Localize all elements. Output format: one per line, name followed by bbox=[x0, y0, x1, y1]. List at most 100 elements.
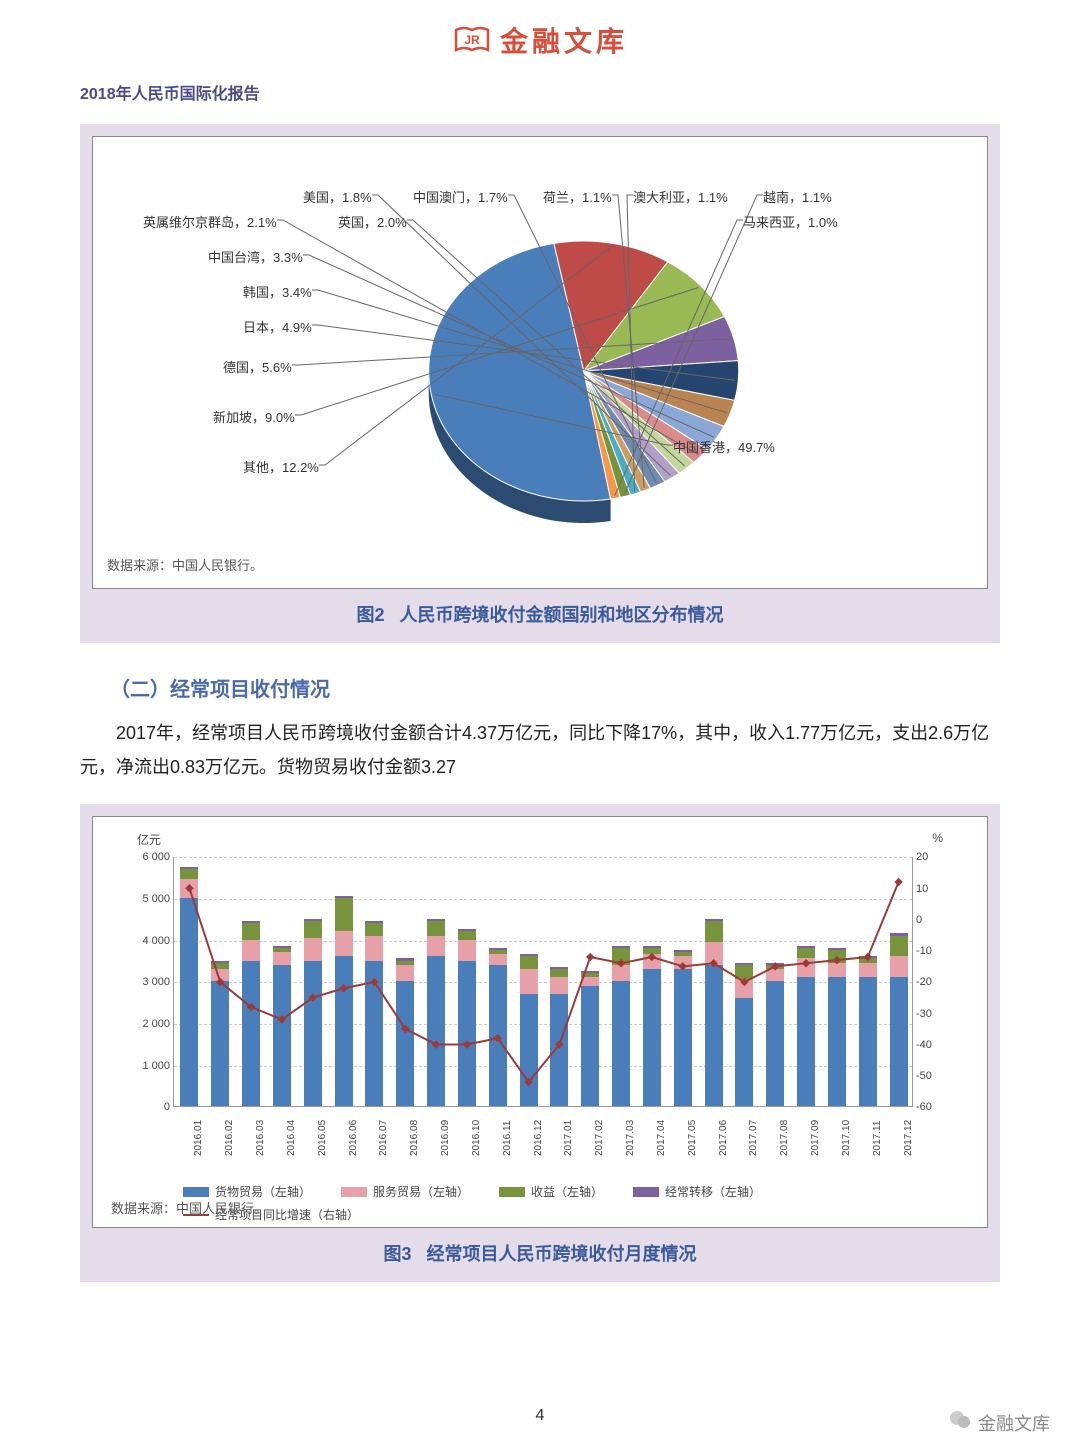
y-left-tick: 3 000 bbox=[134, 976, 174, 988]
page-number: 4 bbox=[0, 1407, 1080, 1425]
pie-slice-label: 德国，5.6% bbox=[223, 357, 292, 376]
bar-segment bbox=[674, 952, 692, 956]
bar-segment bbox=[643, 946, 661, 948]
figure-3-caption: 图3 经常项目人民币跨境收付月度情况 bbox=[92, 1228, 988, 1270]
y-left-tick: 5 000 bbox=[134, 893, 174, 905]
figure-2-caption-text: 人民币跨境收付金额国别和地区分布情况 bbox=[400, 605, 724, 625]
pie-slice-label: 中国台湾，3.3% bbox=[208, 247, 303, 266]
bar-segment bbox=[458, 931, 476, 939]
bar-segment bbox=[304, 938, 322, 961]
bar-segment bbox=[612, 948, 630, 965]
bar-segment bbox=[304, 921, 322, 938]
bar-segment bbox=[766, 981, 784, 1106]
y-right-tick: 20 bbox=[912, 851, 942, 863]
bar-segment bbox=[890, 977, 908, 1106]
y-right-tick: 10 bbox=[912, 883, 942, 895]
bar-segment bbox=[458, 961, 476, 1107]
bar-segment bbox=[211, 981, 229, 1106]
bar-segment bbox=[550, 977, 568, 994]
legend-item: 经常转移（左轴） bbox=[633, 1183, 761, 1200]
pie-slice-label: 澳大利亚，1.1% bbox=[633, 187, 728, 206]
bar-segment bbox=[273, 946, 291, 948]
bar-segment bbox=[396, 958, 414, 960]
book-icon: JR bbox=[452, 24, 492, 56]
bar-segment bbox=[550, 967, 568, 969]
bar-segment bbox=[890, 933, 908, 935]
y-left-tick: 1 000 bbox=[134, 1060, 174, 1072]
x-tick-label: 2016.06 bbox=[348, 1120, 359, 1156]
x-tick-label: 2016.03 bbox=[255, 1120, 266, 1156]
bar-segment bbox=[890, 956, 908, 977]
pie-slice-label: 中国澳门，1.7% bbox=[413, 187, 508, 206]
x-tick-label: 2016.02 bbox=[224, 1120, 235, 1156]
chat-icon bbox=[948, 1408, 972, 1437]
pie-slice-label: 英属维尔京群岛，2.1% bbox=[143, 212, 277, 231]
bar-segment bbox=[427, 919, 445, 921]
pie-slice-label: 越南，1.1% bbox=[763, 187, 832, 206]
x-tick-label: 2017.11 bbox=[872, 1121, 883, 1156]
bar-segment bbox=[705, 942, 723, 965]
bar-segment bbox=[550, 994, 568, 1107]
bar-segment bbox=[520, 969, 538, 994]
bar-plot-region: 01 0002 0003 0004 0005 0006 000-60-50-40… bbox=[173, 857, 913, 1107]
x-tick-label: 2017.12 bbox=[903, 1120, 914, 1156]
pie-slice-label: 美国，1.8% bbox=[303, 187, 372, 206]
bar-segment bbox=[643, 954, 661, 969]
x-tick-label: 2016.07 bbox=[378, 1120, 389, 1156]
bar-segment bbox=[335, 898, 353, 931]
legend-item: 收益（左轴） bbox=[499, 1183, 603, 1200]
bar-segment bbox=[766, 965, 784, 969]
x-tick-label: 2017.08 bbox=[779, 1120, 790, 1156]
document-page: JR 金融文库 2018年人民币国际化报告 中国香港，49.7% 其他，12.2%… bbox=[0, 0, 1080, 1455]
x-tick-label: 2016.09 bbox=[440, 1120, 451, 1156]
pie-slice-label: 其他，12.2% bbox=[243, 457, 319, 476]
pie-slice-label: 韩国，3.4% bbox=[243, 282, 312, 301]
bar-segment bbox=[705, 919, 723, 921]
bar-segment bbox=[365, 921, 383, 923]
bar-segment bbox=[612, 981, 630, 1106]
x-tick-label: 2017.01 bbox=[563, 1120, 574, 1156]
y-left-tick: 2 000 bbox=[134, 1018, 174, 1030]
bar-segment bbox=[396, 965, 414, 982]
bar-segment bbox=[211, 961, 229, 963]
x-tick-label: 2017.04 bbox=[656, 1120, 667, 1156]
pie-slice-label: 荷兰，1.1% bbox=[543, 187, 612, 206]
bar-segment bbox=[550, 969, 568, 977]
y-right-tick: -10 bbox=[912, 945, 942, 957]
pie-slice-label: 中国香港，49.7% bbox=[673, 437, 775, 456]
legend-swatch-icon bbox=[499, 1187, 525, 1197]
bar-segment bbox=[581, 977, 599, 985]
y-right-tick: 0 bbox=[912, 914, 942, 926]
bar-segment bbox=[489, 965, 507, 1107]
footer-watermark: 金融文库 bbox=[948, 1408, 1050, 1437]
bar-segment bbox=[458, 929, 476, 931]
bar-segment bbox=[489, 948, 507, 950]
report-title: 2018年人民币国际化报告 bbox=[80, 80, 1000, 104]
x-tick-label: 2016.05 bbox=[317, 1120, 328, 1156]
bar-segment bbox=[180, 898, 198, 1106]
bar-chart-area: 01 0002 0003 0004 0005 0006 000-60-50-40… bbox=[103, 827, 977, 1177]
brand-header: JR 金融文库 bbox=[80, 20, 1000, 60]
y-right-tick: -40 bbox=[912, 1039, 942, 1051]
x-tick-label: 2016.12 bbox=[533, 1120, 544, 1156]
bar-segment bbox=[427, 936, 445, 957]
x-tick-label: 2017.05 bbox=[687, 1120, 698, 1156]
bar-segment bbox=[273, 948, 291, 952]
y-right-tick: -60 bbox=[912, 1101, 942, 1113]
bar-segment bbox=[365, 961, 383, 1107]
bar-segment bbox=[674, 969, 692, 1107]
bar-segment bbox=[581, 973, 599, 977]
bar-segment bbox=[674, 956, 692, 969]
bar-segment bbox=[705, 965, 723, 1107]
bar-segment bbox=[335, 896, 353, 898]
bar-segment bbox=[273, 952, 291, 965]
bar-segment bbox=[766, 963, 784, 965]
y-right-tick: -30 bbox=[912, 1008, 942, 1020]
bar-segment bbox=[643, 969, 661, 1107]
bar-segment bbox=[365, 936, 383, 961]
y-left-tick: 6 000 bbox=[134, 851, 174, 863]
legend-label: 服务贸易（左轴） bbox=[373, 1183, 469, 1200]
bar-segment bbox=[242, 961, 260, 1107]
x-tick-label: 2016.04 bbox=[286, 1120, 297, 1156]
bar-segment bbox=[520, 994, 538, 1107]
